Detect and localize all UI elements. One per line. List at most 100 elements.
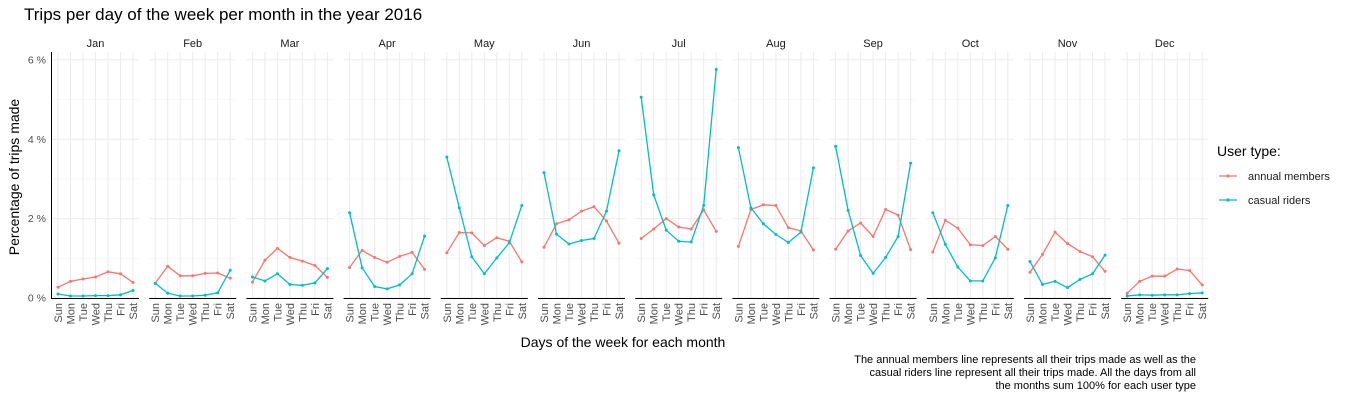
panel-jan: Jan Sun Mon Tue Wed Thu Fri Sat	[52, 38, 140, 325]
casual-riders-point	[203, 293, 207, 297]
casual-riders-point	[216, 291, 220, 295]
annual-members-point	[639, 236, 643, 240]
annual-members-point	[520, 260, 524, 264]
casual-riders-point	[81, 294, 85, 298]
annual-members-point	[300, 259, 304, 263]
casual-riders-point	[131, 288, 135, 292]
casual-riders-point	[69, 294, 72, 298]
casual-riders-point	[859, 254, 863, 258]
x-tick-label: Fri	[699, 303, 711, 316]
annual-members-point	[714, 229, 718, 233]
casual-riders-point	[410, 272, 414, 276]
panel-aug: Aug Sun Mon Tue Wed Thu Fri Sat	[732, 38, 820, 325]
annual-members-point	[617, 241, 621, 245]
casual-riders-point	[846, 208, 850, 212]
caption-line-3: the months sum 100% for each user type	[995, 380, 1196, 392]
casual-riders-point	[470, 255, 474, 259]
annual-members-point	[1175, 267, 1179, 271]
annual-members-point	[1138, 279, 1142, 283]
annual-members-point	[495, 236, 499, 240]
casual-riders-point	[1091, 272, 1094, 276]
x-tick-label: Sat	[420, 303, 432, 320]
annual-members-point	[774, 204, 778, 208]
x-tick-label: Tue	[272, 303, 284, 322]
annual-members-point	[1078, 250, 1082, 254]
x-tick-label: Sun	[247, 303, 259, 323]
annual-members-point	[348, 265, 352, 269]
casual-riders-point	[1006, 204, 1010, 208]
x-tick-label: Sun	[539, 303, 551, 323]
x-tick-label: Tue	[856, 303, 868, 322]
y-tick-label: 0 %	[28, 293, 46, 305]
panel-feb: Feb Sun Mon Tue Wed Thu Fri Sat	[149, 38, 237, 325]
x-tick-label: Tue	[1147, 303, 1159, 322]
legend-title: User type:	[1217, 143, 1281, 159]
x-tick-label: Wed	[868, 303, 880, 325]
y-tick-label: 2 %	[28, 213, 46, 225]
casual-riders-point	[398, 283, 402, 287]
x-tick-label: Wed	[91, 303, 103, 325]
x-tick-label: Thu	[589, 303, 601, 322]
x-tick-label: Wed	[577, 303, 589, 325]
x-tick-label: Mon	[66, 303, 78, 324]
x-tick-label: Tue	[467, 303, 479, 322]
annual-members-point	[1103, 269, 1107, 273]
x-tick-label: Thu	[395, 303, 407, 322]
x-tick-label: Mon	[357, 303, 369, 324]
x-tick-label: Tue	[1050, 303, 1062, 322]
annual-members-point	[94, 275, 97, 279]
casual-riders-point	[119, 293, 122, 297]
casual-riders-point	[981, 279, 985, 283]
x-tick-label: Thu	[492, 303, 504, 322]
x-tick-label: Fri	[602, 303, 614, 316]
annual-members-point	[166, 264, 170, 268]
casual-riders-point	[94, 294, 97, 298]
casual-riders-point	[482, 272, 486, 276]
annual-members-point	[482, 244, 486, 248]
x-tick-label: Fri	[407, 303, 419, 316]
casual-riders-point	[677, 239, 681, 243]
annual-members-point	[859, 221, 863, 225]
casual-riders-point	[896, 235, 900, 238]
casual-riders-point	[457, 206, 461, 210]
annual-members-point	[943, 218, 947, 222]
casual-riders-point	[774, 233, 778, 237]
casual-riders-point	[714, 67, 718, 71]
annual-members-point	[250, 280, 254, 284]
annual-members-point	[652, 227, 656, 231]
x-tick-label: Sat	[517, 303, 529, 320]
casual-riders-point	[786, 240, 790, 244]
x-tick-label: Mon	[649, 303, 661, 324]
panel-sep: Sep Sun Mon Tue Wed Thu Fri Sat	[829, 38, 918, 325]
annual-members-point	[56, 285, 60, 289]
x-tick-label: Fri	[990, 303, 1002, 316]
casual-riders-point	[1103, 253, 1107, 257]
annual-members-point	[811, 248, 815, 252]
panel-apr: Apr Sun Mon Tue Wed Thu Fri Sat	[343, 38, 432, 325]
casual-riders-point	[749, 206, 753, 210]
legend-key-point	[1226, 198, 1230, 202]
legend-label: casual riders	[1248, 195, 1311, 207]
legend-item-annual-members: annual members	[1219, 171, 1330, 183]
annual-members-point	[119, 272, 122, 276]
panel-label: Oct	[962, 38, 979, 50]
caption-line-1: The annual members line represents all t…	[854, 354, 1196, 366]
annual-members-point	[457, 231, 461, 235]
casual-riders-point	[811, 166, 815, 170]
annual-members-point	[228, 276, 232, 280]
casual-riders-point	[166, 291, 170, 295]
casual-riders-point	[360, 266, 364, 270]
x-axis-title: Days of the week for each month	[521, 334, 726, 350]
casual-riders-point	[542, 171, 546, 175]
casual-riders-point	[106, 294, 110, 298]
x-tick-label: Wed	[285, 303, 297, 325]
casual-riders-point	[664, 228, 668, 232]
casual-riders-point	[592, 236, 596, 240]
annual-members-point	[325, 275, 329, 279]
annual-members-point	[736, 244, 740, 248]
x-tick-label: Sun	[636, 303, 648, 323]
panel-label: Jan	[87, 38, 105, 50]
x-tick-label: Fri	[116, 303, 128, 316]
y-tick-label: 6 %	[28, 54, 46, 66]
annual-members-point	[896, 213, 900, 217]
